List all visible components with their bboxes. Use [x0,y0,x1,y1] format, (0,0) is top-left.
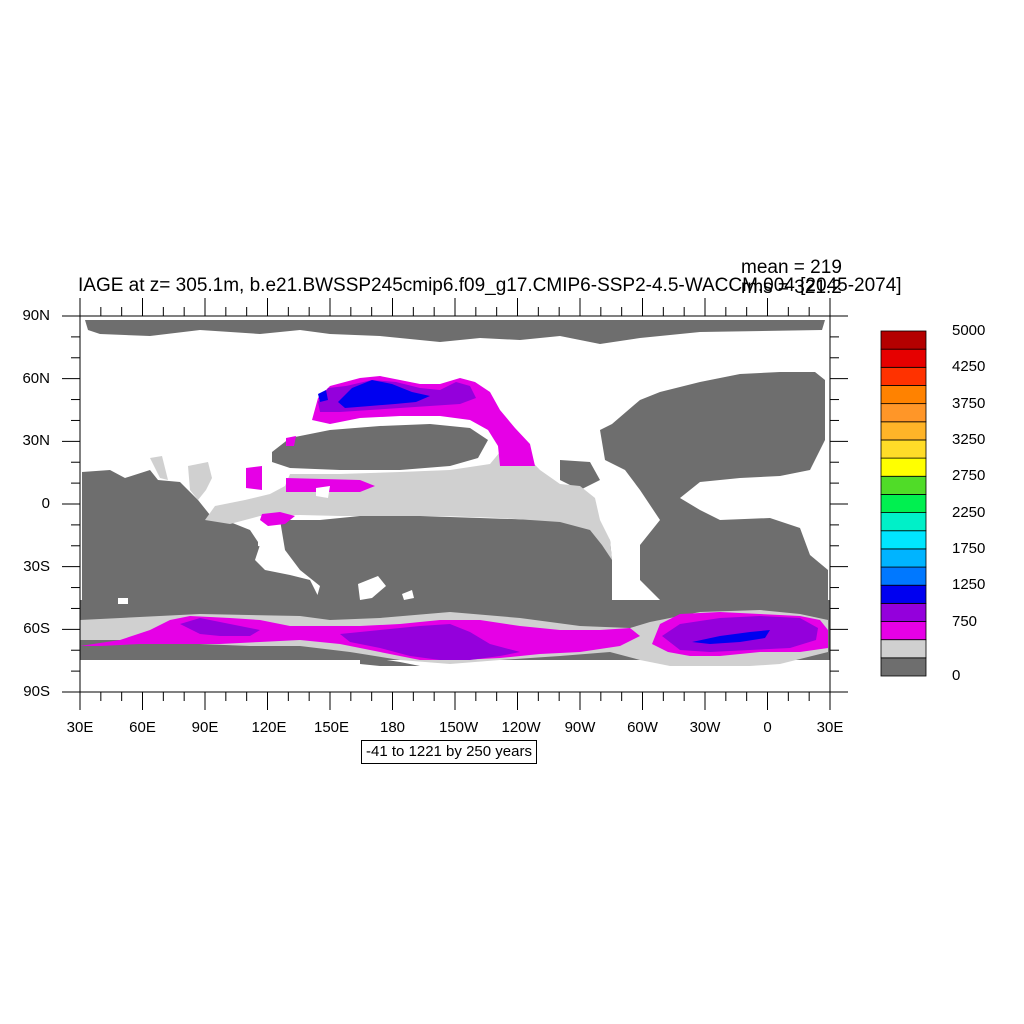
lon-label: 120W [501,719,541,736]
lat-label: 30N [22,432,50,450]
lon-label: 30W [689,719,721,736]
colorbar-box [880,512,927,532]
colorbar-box [880,457,927,477]
colorbar-label: 1250 [952,576,986,594]
lon-label: 30E [66,719,94,736]
colorbar-box [880,421,927,441]
rms-stat: rms = 321.2 [741,277,842,298]
lat-label: 30S [23,557,50,575]
axis-ticks [62,298,848,710]
colorbar-box [880,584,927,604]
colorbar-box [880,639,927,659]
colorbar-label: 3750 [952,394,986,412]
antarctica [80,666,830,692]
lat-label: 0 [41,495,50,512]
lat-label: 90S [23,683,50,700]
ross-sea-patch [360,656,420,666]
map-panel [79,315,831,693]
colorbar-label: 750 [952,612,978,630]
colorbar-box [880,657,927,677]
lon-label: 30E [816,719,844,736]
lon-label: 90E [191,719,219,736]
lon-label: 0 [763,719,772,736]
colorbar-label: 5000 [952,322,986,339]
lat-label: 60N [22,369,50,387]
colorbar-box [880,385,927,405]
ocean-level-4 [318,380,770,644]
colorbar-box [880,548,927,568]
colorbar-box [880,330,927,350]
colorbar-box [880,475,927,495]
lat-label: 60S [23,620,50,638]
colorbar [880,330,927,677]
lon-label: 150E [314,719,350,736]
mean-stat: mean = 219 [741,257,842,278]
colorbar-label: 2250 [952,503,986,521]
lon-label: 180 [379,719,406,736]
colorbar-box [880,366,927,386]
colorbar-box [880,403,927,423]
colorbar-label: 0 [952,667,961,684]
contour-range-label: -41 to 1221 by 250 years [361,740,537,764]
colorbar-box [880,566,927,586]
colorbar-box [880,494,927,513]
lon-label: 150W [439,719,479,736]
lon-label: 90W [564,719,596,736]
colorbar-label: 2750 [952,467,986,485]
colorbar-label: 4250 [952,358,986,376]
colorbar-label: 3250 [952,430,986,448]
lat-label: 90N [22,307,50,324]
lon-label: 60W [627,719,658,736]
colorbar-box [880,348,927,368]
colorbar-label: 1750 [952,539,986,557]
colorbar-box [880,621,927,641]
colorbar-box [880,602,927,622]
plot-title: IAGE at z= 305.1m, b.e21.BWSSP245cmip6.f… [78,275,902,296]
lon-label: 60E [129,719,156,736]
land-overlays [118,486,414,604]
colorbar-box [880,530,927,550]
colorbar-box [880,439,927,459]
lon-label: 120E [251,719,287,736]
